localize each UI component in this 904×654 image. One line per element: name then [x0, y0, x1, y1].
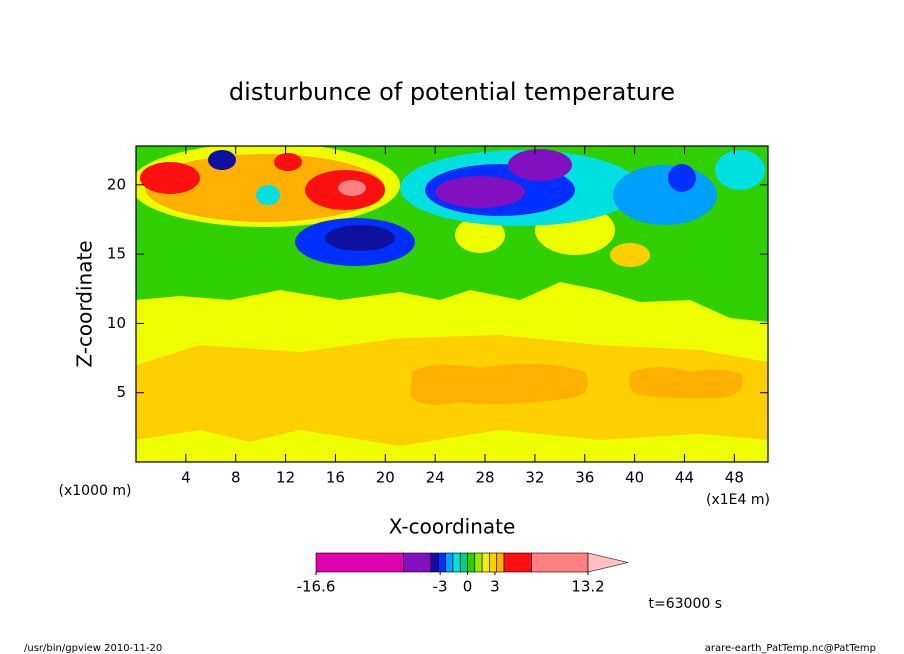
colorbar-tick-label: 13.2: [571, 578, 604, 596]
y-axis-label: Z-coordinate: [73, 240, 97, 367]
colorbar-segment: [445, 552, 454, 573]
contour-field: [136, 146, 768, 462]
annotation: t=63000 s: [649, 596, 723, 612]
x-tick-label: 4: [181, 469, 191, 487]
x-axis-label: X-coordinate: [389, 515, 516, 539]
colorbar-segment: [315, 552, 404, 573]
colorbar-tick-label: -3: [433, 578, 448, 596]
footer-right: arare-earth_PatTemp.nc@PatTemp: [705, 643, 876, 654]
contour-region: [435, 176, 525, 208]
x-tick-label: 48: [725, 469, 744, 487]
x-tick-label: 16: [326, 469, 345, 487]
colorbar-tick-label: -16.6: [297, 578, 336, 596]
colorbar-segment: [474, 552, 483, 573]
x-tick-label: 44: [675, 469, 694, 487]
contour-region: [410, 363, 588, 405]
colorbar-segment: [403, 552, 432, 573]
footer-left: /usr/bin/gpview 2010-11-20: [24, 643, 162, 654]
y-tick-label: 20: [107, 175, 126, 193]
colorbar-tick-label: 3: [490, 578, 500, 596]
chart-title: disturbunce of potential temperature: [229, 78, 675, 106]
contour-region: [338, 180, 366, 196]
x-unit-label: (x1000 m): [59, 483, 132, 499]
y-tick-label: 15: [107, 245, 126, 263]
colorbar-segment: [438, 552, 446, 573]
colorbar-extension: [587, 552, 629, 573]
x-tick-label: 40: [625, 469, 644, 487]
contour-region: [629, 367, 744, 399]
colorbar-segment: [503, 552, 532, 573]
x-tick-label: 24: [426, 469, 445, 487]
contour-region: [715, 150, 765, 190]
x-tick-label: 20: [376, 469, 395, 487]
x-tick-label: 32: [525, 469, 544, 487]
x-unit-label: (x1E4 m): [706, 492, 770, 508]
plot-frame: [135, 145, 769, 463]
contour-region: [208, 150, 236, 170]
colorbar-segment: [489, 552, 498, 573]
contour-region: [613, 165, 717, 225]
contour-region: [325, 225, 395, 251]
contour-region: [140, 162, 200, 194]
x-tick-label: 28: [475, 469, 494, 487]
contour-region: [274, 153, 302, 171]
colorbar-segment: [531, 552, 589, 573]
contour-region: [610, 243, 650, 267]
contour-region: [508, 149, 572, 181]
x-tick-label: 8: [231, 469, 241, 487]
colorbar-segment: [481, 552, 490, 573]
contour-region: [455, 217, 505, 253]
colorbar-segment: [452, 552, 461, 573]
colorbar-segment: [467, 552, 476, 573]
y-tick-label: 5: [116, 383, 126, 401]
x-tick-label: 12: [276, 469, 295, 487]
contour-region: [256, 185, 280, 205]
colorbar-segment: [459, 552, 468, 573]
colorbar-segment: [496, 552, 505, 573]
colorbar-segment: [430, 552, 439, 573]
colorbar-tick-label: 0: [463, 578, 473, 596]
x-tick-label: 36: [575, 469, 594, 487]
contour-region: [668, 164, 696, 192]
y-tick-label: 10: [107, 314, 126, 332]
